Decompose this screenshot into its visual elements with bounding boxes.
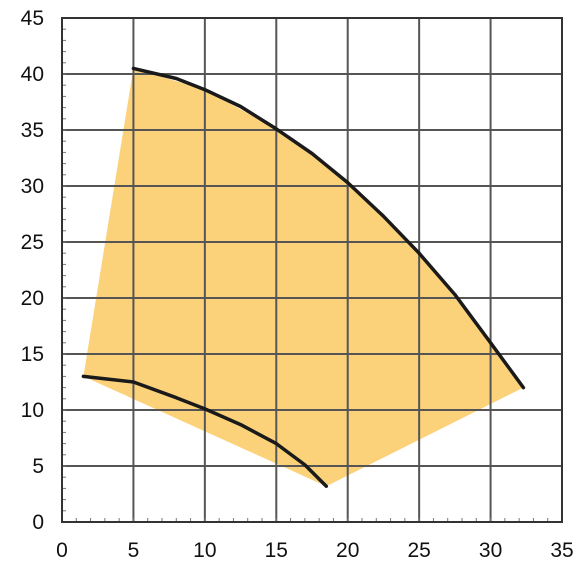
y-tick-label: 0 (32, 511, 44, 534)
grid-layer (61, 17, 563, 523)
y-tick-label: 25 (21, 231, 44, 254)
x-tick-label: 35 (550, 539, 573, 562)
upper-boundary-curve (131, 66, 526, 390)
x-tick-label: 30 (479, 539, 502, 562)
x-tick-label: 25 (407, 539, 430, 562)
x-tick-label: 0 (56, 539, 68, 562)
y-tick-label: 40 (21, 63, 44, 86)
y-tick-label: 20 (21, 287, 44, 310)
y-tick-label: 35 (21, 119, 44, 142)
y-tick-label: 10 (21, 399, 44, 422)
x-tick-label: 5 (128, 539, 140, 562)
y-tick-label: 45 (21, 7, 44, 30)
x-tick-label: 15 (265, 539, 288, 562)
y-tick-label: 30 (21, 175, 44, 198)
x-tick-label: 20 (336, 539, 359, 562)
plot-frame (61, 17, 563, 523)
x-tick-label: 10 (193, 539, 216, 562)
y-tick-label: 15 (21, 343, 44, 366)
operating-region (83, 68, 524, 487)
curve-layer (81, 66, 526, 488)
tick-labels: 0 5 10 15 20 25 30 35 0 5 10 15 20 25 30 35 40 45 (21, 7, 574, 562)
y-tick-label: 5 (32, 455, 44, 478)
lower-boundary-curve (81, 374, 329, 488)
region-layer (83, 68, 524, 487)
